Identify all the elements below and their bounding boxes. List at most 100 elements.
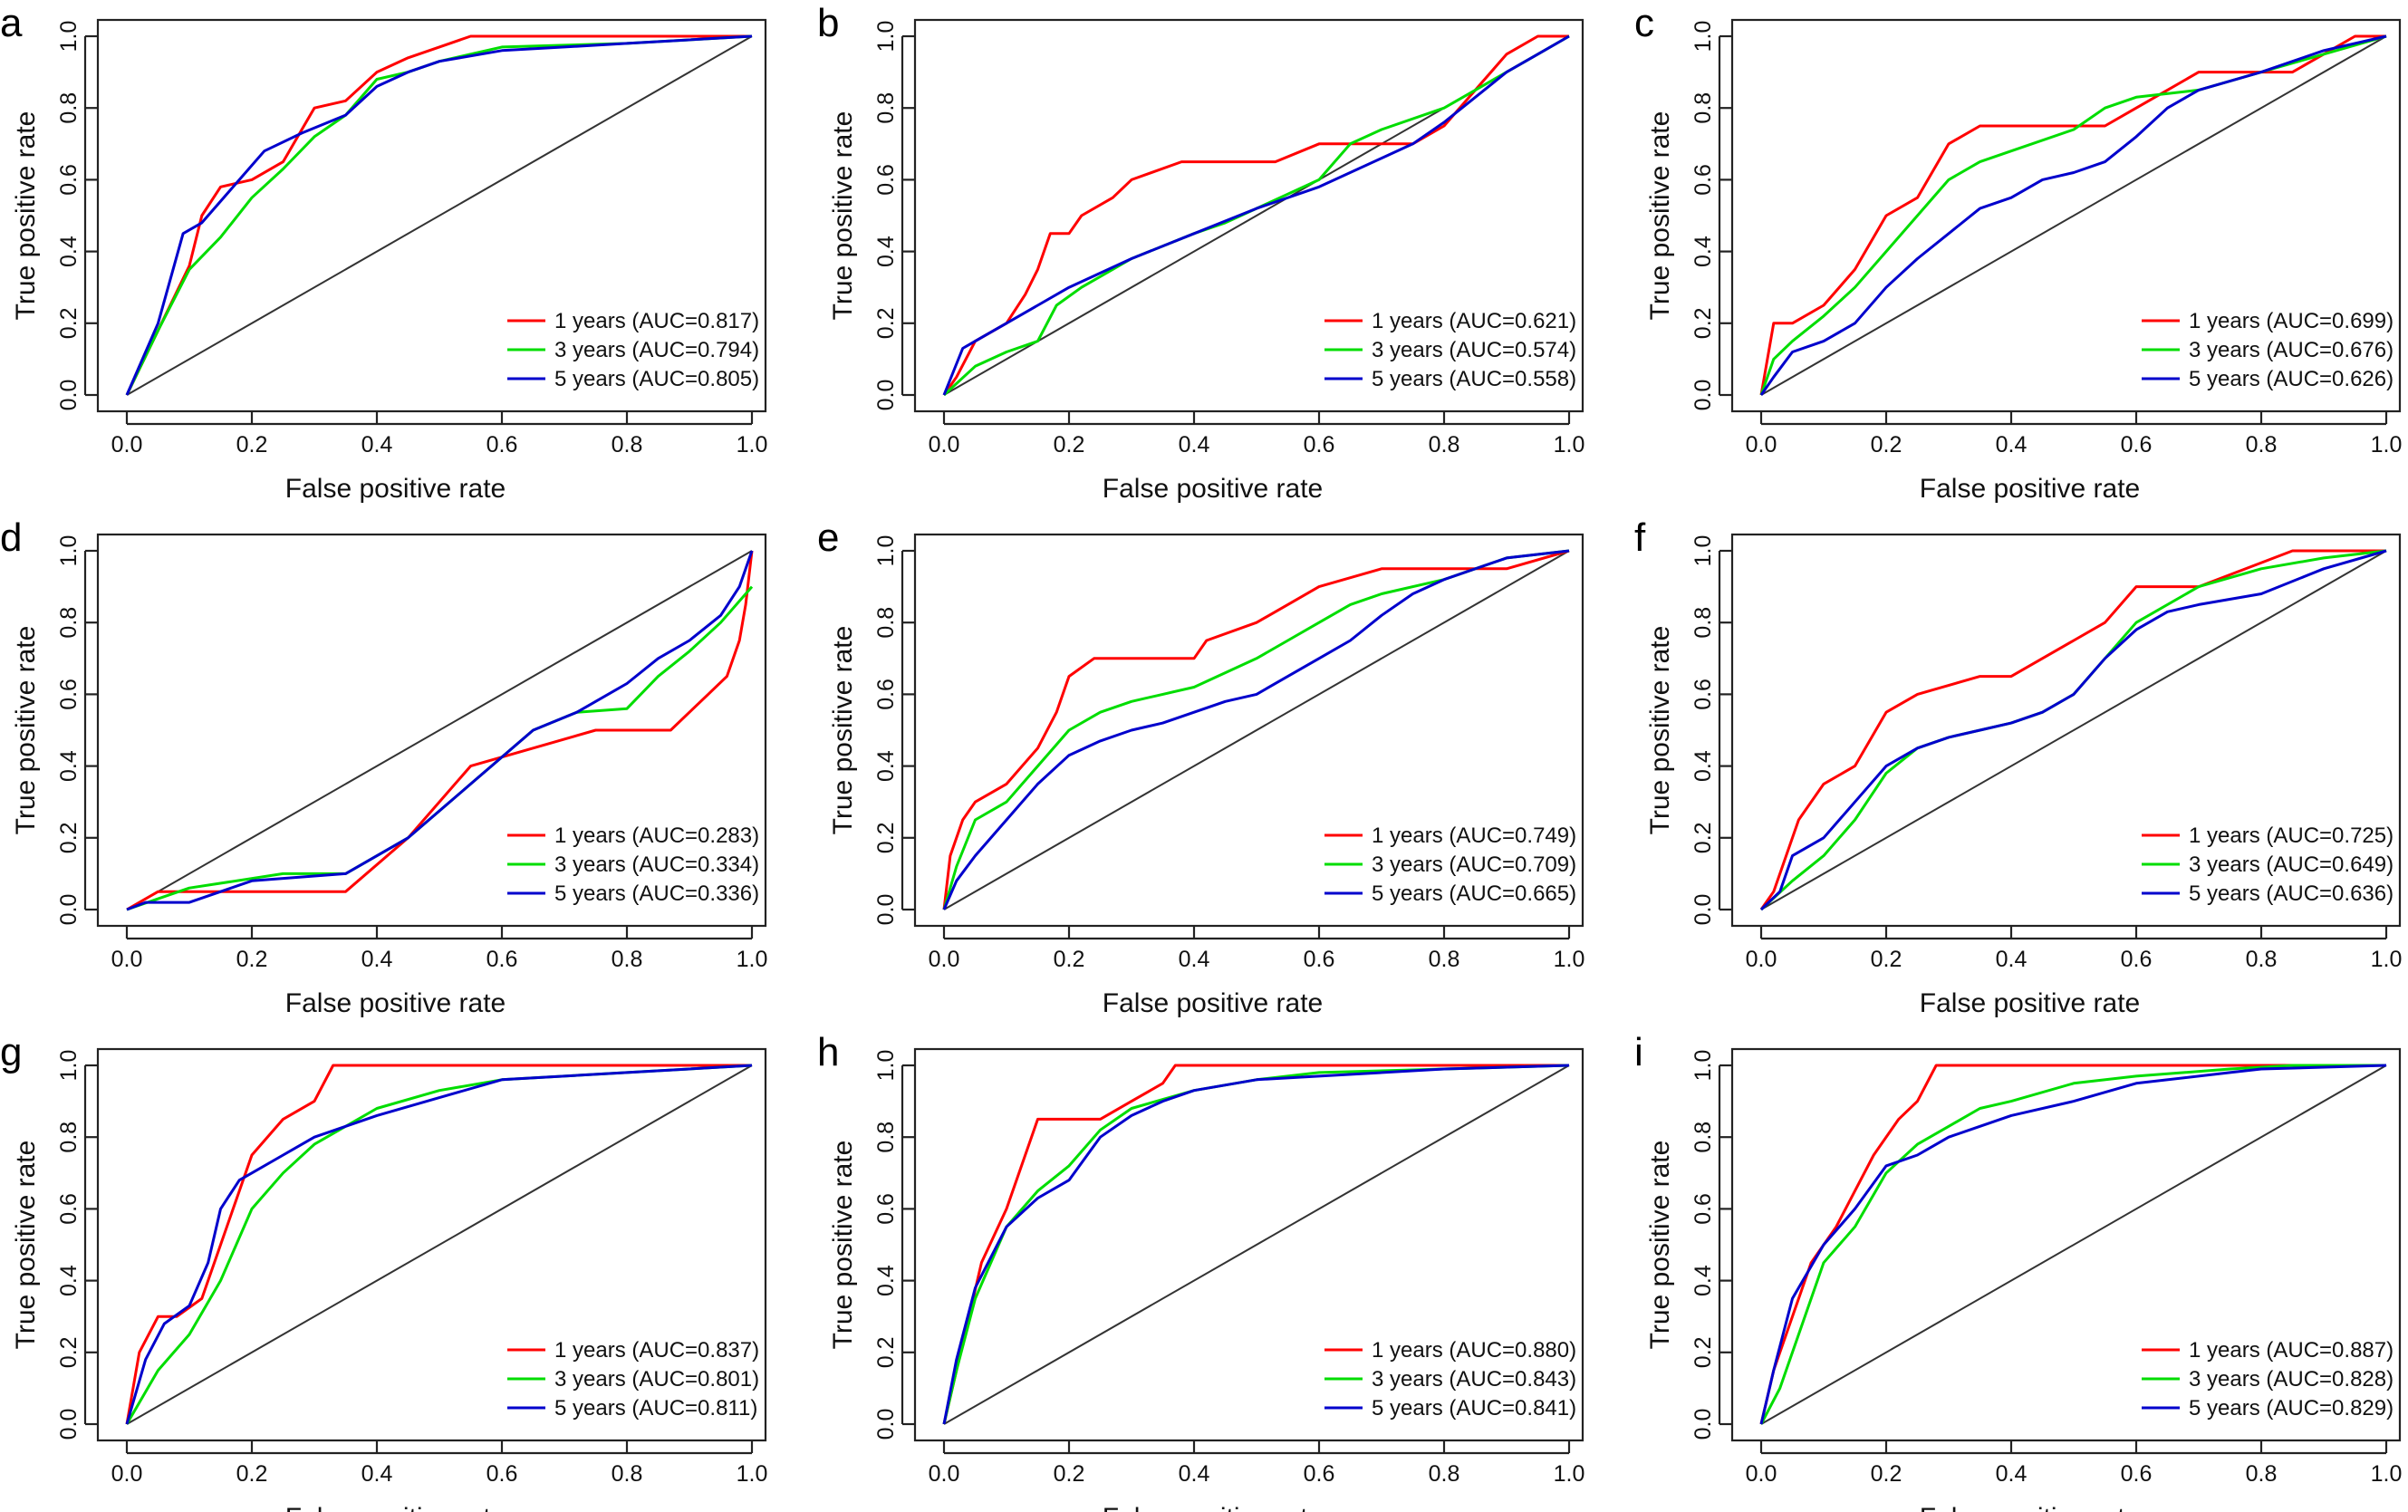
plot-frame [96, 1047, 767, 1442]
y-tick-label: 0.0 [56, 1409, 82, 1440]
x-tick-label: 0.2 [236, 947, 268, 972]
legend-label: 5 years (AUC=0.558) [1372, 367, 1576, 391]
x-tick-label: 0.6 [2121, 947, 2153, 972]
series-line-3 [942, 1064, 1570, 1425]
plot-frame [913, 1047, 1584, 1442]
x-tick-label: 0.0 [1746, 432, 1777, 457]
legend-label: 3 years (AUC=0.334) [554, 852, 759, 877]
y-tick-label: 0.0 [56, 894, 82, 926]
panel-i: i 0.0 0.2 0.4 0.6 0.8 1.0 0.0 0.2 0.4 0.6 0.8 1.0 Fal… [1634, 1030, 2402, 1512]
x-tick-label: 1.0 [2371, 432, 2403, 457]
x-tick-label: 0.4 [1996, 1461, 2028, 1487]
y-tick-label: 0.0 [873, 380, 899, 411]
y-tick-label: 0.2 [56, 822, 82, 853]
legend-label: 3 years (AUC=0.709) [1372, 852, 1576, 877]
x-tick-label: 0.4 [1996, 947, 2028, 972]
y-tick-label: 0.6 [873, 164, 899, 196]
panel-letter: e [817, 515, 839, 560]
x-tick-label: 1.0 [737, 1461, 768, 1487]
series-line-3 [125, 34, 753, 396]
legend-label: 1 years (AUC=0.283) [554, 823, 759, 848]
x-tick-label: 1.0 [2371, 947, 2403, 972]
panel-e: e 0.0 0.2 0.4 0.6 0.8 1.0 0.0 0.2 0.4 0.6 0.8 1.0 Fal… [817, 515, 1584, 1018]
y-tick-label: 0.4 [873, 750, 899, 782]
x-tick-label: 0.0 [111, 947, 143, 972]
legend-label: 5 years (AUC=0.636) [2189, 881, 2394, 906]
panel-g: g 0.0 0.2 0.4 0.6 0.8 1.0 0.0 0.2 0.4 0.6 0.8 1.0 Fal… [0, 1030, 767, 1512]
y-axis-title: True positive rate [1645, 626, 1675, 835]
panel-letter: h [817, 1030, 839, 1074]
y-tick-label: 0.2 [873, 822, 899, 853]
legend-label: 3 years (AUC=0.574) [1372, 338, 1576, 362]
legend-label: 3 years (AUC=0.649) [2189, 852, 2394, 877]
x-tick-label: 0.6 [486, 432, 518, 457]
x-tick-label: 0.6 [2121, 432, 2153, 457]
legend-label: 3 years (AUC=0.676) [2189, 338, 2394, 362]
y-axis-title: True positive rate [1645, 111, 1675, 321]
panel-letter: c [1634, 1, 1654, 45]
x-axis-title: False positive rate [1103, 474, 1323, 504]
x-axis-title: False positive rate [285, 474, 506, 504]
legend-label: 1 years (AUC=0.749) [1372, 823, 1576, 848]
x-tick-label: 0.8 [612, 432, 643, 457]
x-tick-label: 0.6 [486, 947, 518, 972]
x-tick-label: 0.8 [1429, 947, 1460, 972]
y-tick-label: 0.6 [1690, 164, 1716, 196]
y-tick-label: 0.6 [56, 679, 82, 710]
panel-letter: f [1634, 515, 1646, 560]
x-tick-label: 1.0 [2371, 1461, 2403, 1487]
legend-label: 1 years (AUC=0.621) [1372, 309, 1576, 333]
plot-frame [1730, 18, 2402, 413]
x-axis-title: False positive rate [1103, 1503, 1323, 1512]
x-tick-label: 0.6 [2121, 1461, 2153, 1487]
legend-label: 1 years (AUC=0.837) [554, 1338, 759, 1363]
legend-label: 1 years (AUC=0.725) [2189, 823, 2394, 848]
series-line-1 [1759, 1064, 2386, 1425]
panel-b: b 0.0 0.2 0.4 0.6 0.8 1.0 0.0 0.2 0.4 0.6 0.8 1.0 Fal… [817, 1, 1584, 504]
y-tick-label: 0.6 [56, 1193, 82, 1225]
x-tick-label: 0.0 [1746, 1461, 1777, 1487]
x-tick-label: 0.0 [111, 1461, 143, 1487]
y-tick-label: 0.2 [1690, 1336, 1716, 1368]
plot-frame [913, 533, 1584, 928]
y-tick-label: 0.4 [1690, 750, 1716, 782]
y-tick-label: 0.0 [1690, 894, 1716, 926]
legend-label: 5 years (AUC=0.665) [1372, 881, 1576, 906]
x-axis-title: False positive rate [285, 1503, 506, 1512]
y-tick-label: 0.2 [56, 1336, 82, 1368]
x-tick-label: 0.4 [1179, 947, 1210, 972]
legend-label: 5 years (AUC=0.805) [554, 367, 759, 391]
x-tick-label: 0.2 [1871, 432, 1902, 457]
x-axis-title: False positive rate [1920, 474, 2140, 504]
y-tick-label: 0.2 [1690, 822, 1716, 853]
y-tick-label: 0.8 [873, 92, 899, 124]
y-tick-label: 0.2 [873, 1336, 899, 1368]
panel-letter: i [1634, 1030, 1643, 1074]
x-tick-label: 0.0 [929, 432, 960, 457]
y-tick-label: 0.8 [56, 1122, 82, 1153]
y-tick-label: 0.0 [1690, 380, 1716, 411]
y-tick-label: 0.8 [1690, 92, 1716, 124]
y-tick-label: 0.0 [873, 894, 899, 926]
y-tick-label: 0.8 [873, 607, 899, 639]
x-tick-label: 0.8 [2246, 432, 2278, 457]
panel-a: a 0.0 0.2 0.4 0.6 0.8 1.0 0.0 0.2 0.4 0.6 0.8 1.0 Fal… [0, 1, 767, 504]
y-tick-label: 0.6 [56, 164, 82, 196]
plot-frame [1730, 1047, 2402, 1442]
y-tick-label: 0.8 [1690, 1122, 1716, 1153]
x-tick-label: 0.4 [361, 947, 393, 972]
y-tick-label: 1.0 [1690, 21, 1716, 53]
series-line-2 [942, 1064, 1570, 1425]
y-tick-label: 0.8 [873, 1122, 899, 1153]
legend-label: 1 years (AUC=0.880) [1372, 1338, 1576, 1363]
series-line-3 [125, 1064, 753, 1425]
x-tick-label: 0.0 [1746, 947, 1777, 972]
series-line-2 [942, 549, 1570, 910]
panel-d: d 0.0 0.2 0.4 0.6 0.8 1.0 0.0 0.2 0.4 0.6 0.8 1.0 Fal… [0, 515, 767, 1018]
legend-label: 5 years (AUC=0.811) [554, 1396, 757, 1421]
legend-label: 5 years (AUC=0.841) [1372, 1396, 1576, 1421]
series-line-3 [126, 550, 754, 911]
panel-c: c 0.0 0.2 0.4 0.6 0.8 1.0 0.0 0.2 0.4 0.6 0.8 1.0 Fal… [1634, 1, 2402, 504]
panel-letter: b [817, 1, 839, 45]
x-tick-label: 0.0 [929, 947, 960, 972]
